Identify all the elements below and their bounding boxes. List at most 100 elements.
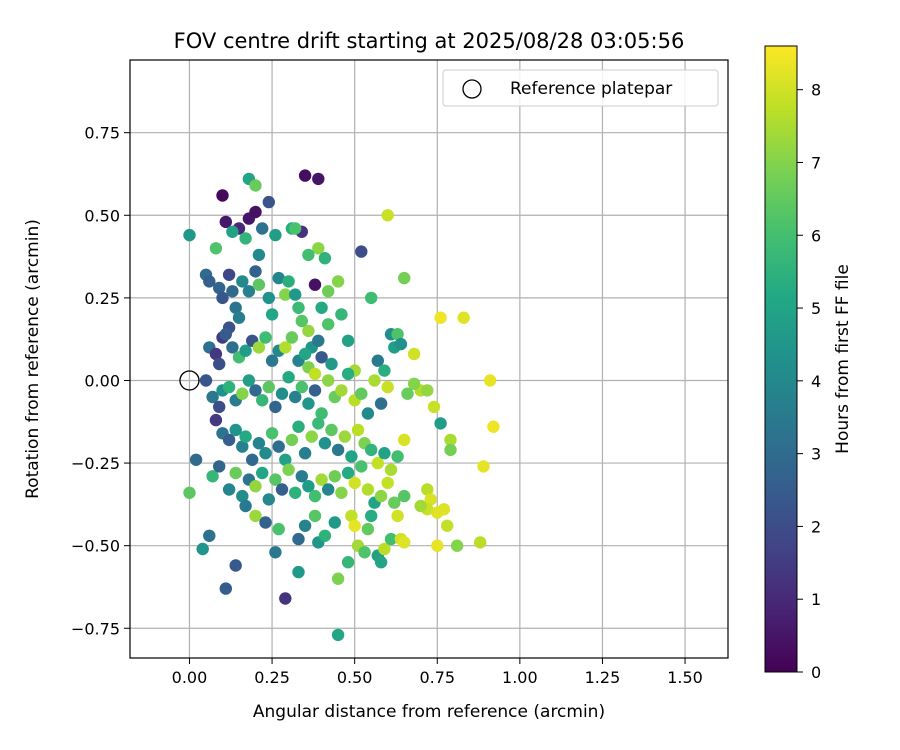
data-point [275,483,289,496]
colorbar-tick-label: 3 [811,445,821,464]
data-point [226,225,239,238]
data-point [308,509,322,523]
data-point [232,311,246,324]
y-tick-label: 0.25 [84,289,120,308]
scatter-points [183,169,500,642]
data-point [358,546,371,559]
data-point [213,460,226,473]
y-tick-label: −0.50 [71,537,120,556]
colorbar-tick-label: 8 [811,81,821,100]
data-point [269,546,282,559]
data-point [315,407,328,420]
data-point [236,387,249,400]
data-point [279,288,292,301]
data-point [279,453,292,466]
x-axis-label: Angular distance from reference (arcmin) [253,702,605,722]
data-point [236,440,249,453]
data-point [262,380,275,394]
data-point [368,374,381,387]
colorbar-label: Hours from first FF file [833,264,853,454]
data-point [236,275,249,288]
data-point [302,397,315,410]
y-axis-label: Rotation from reference (arcmin) [23,219,43,499]
data-point [427,400,441,414]
data-point [246,453,259,466]
data-point [272,271,285,285]
data-point [249,384,262,397]
data-point [441,519,454,532]
data-point [236,489,249,503]
data-point [265,354,279,367]
data-point [292,420,305,433]
data-point [259,516,272,529]
data-point [239,232,252,245]
data-point [295,314,308,328]
data-point [398,433,411,447]
data-point [421,483,434,496]
data-point [226,341,239,354]
data-point [256,466,269,480]
data-point [424,493,437,506]
data-point [209,242,223,255]
data-point [289,222,302,235]
data-point [381,209,394,222]
data-point [312,334,325,347]
data-point [262,493,275,506]
data-point [189,453,203,466]
data-point [242,374,256,387]
data-point [229,559,242,572]
data-point [259,331,272,344]
reference-marker [179,370,200,391]
data-point [229,466,242,480]
data-point [322,483,335,496]
data-point [289,288,302,301]
grid-lines [130,60,728,658]
plot-frame [129,59,729,659]
y-tick-label: 0.00 [84,371,120,390]
data-point [348,519,361,532]
y-tick-label: −0.25 [71,454,120,473]
data-point [318,437,332,450]
colorbar-tick-label: 1 [811,590,821,609]
data-point [302,248,315,262]
data-point [206,470,219,483]
data-point [407,347,421,361]
data-point [252,341,266,354]
reference-platepar-marker [179,370,200,391]
data-point [272,522,285,536]
x-tick-label: 1.25 [585,668,621,687]
data-point [335,308,348,321]
data-point [302,324,315,338]
data-point [213,400,226,414]
data-point [298,447,312,460]
data-point [298,519,312,532]
data-point [322,318,335,331]
colorbar-tick-label: 7 [811,153,821,172]
data-point [305,430,318,443]
data-point [434,311,447,324]
data-point [289,486,302,499]
data-point [302,480,315,493]
data-point [249,265,262,278]
x-tick-label: 1.50 [667,668,703,687]
data-point [295,470,308,483]
data-point [256,394,269,407]
data-point [249,205,262,219]
data-point [325,423,338,437]
data-point [279,341,292,354]
data-point [285,433,299,447]
data-point [388,496,401,509]
data-point [328,470,341,483]
data-point [401,387,414,400]
data-point [315,351,328,364]
data-point [394,337,408,351]
colorbar-ticks: 0 1 2 3 4 5 6 7 8 [797,81,821,682]
x-tick-label: 0.75 [419,668,455,687]
data-point [331,275,345,288]
data-point [414,499,427,513]
data-point [341,367,355,381]
data-point [312,242,325,255]
data-point [341,556,355,569]
data-point [279,592,292,605]
